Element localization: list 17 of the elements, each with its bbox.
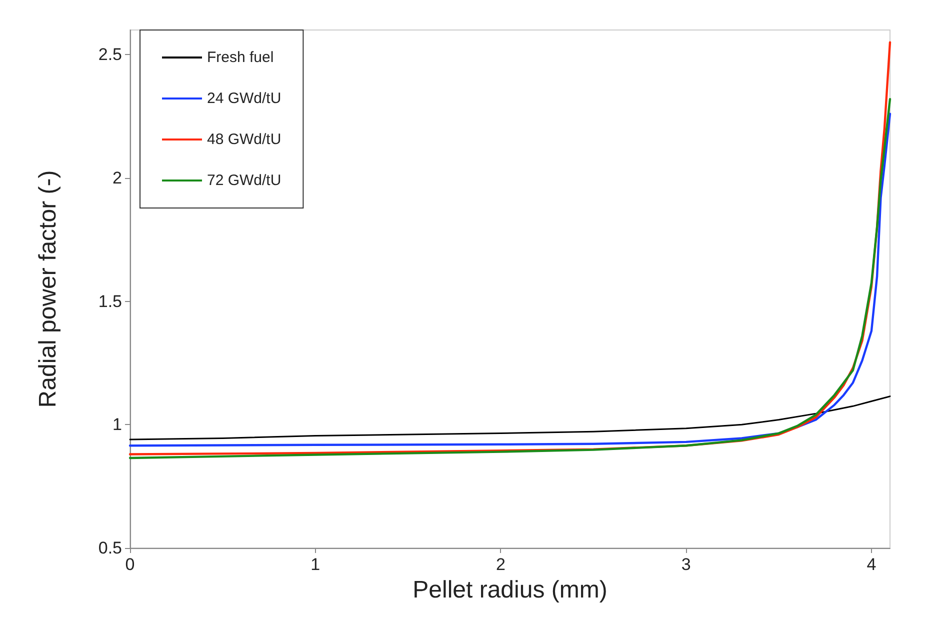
legend-label: 48 GWd/tU [207, 131, 282, 148]
y-tick-label: 2 [112, 168, 122, 188]
x-tick-label: 3 [681, 555, 691, 574]
legend-label: Fresh fuel [207, 49, 274, 66]
y-tick-label: 1 [112, 415, 122, 434]
x-tick-label: 4 [866, 555, 876, 574]
y-tick-label: 0.5 [98, 538, 122, 558]
x-tick-label: 1 [310, 555, 320, 574]
y-tick-label: 1.5 [98, 292, 122, 311]
x-tick-label: 0 [125, 555, 135, 574]
legend-label: 24 GWd/tU [207, 90, 282, 107]
x-tick-label: 2 [496, 555, 506, 574]
x-axis-title: Pellet radius (mm) [412, 576, 608, 604]
legend-label: 72 GWd/tU [207, 172, 282, 189]
y-tick-label: 2.5 [98, 45, 122, 64]
y-axis-title: Radial power factor (-) [34, 170, 62, 408]
line-series [129, 396, 891, 440]
